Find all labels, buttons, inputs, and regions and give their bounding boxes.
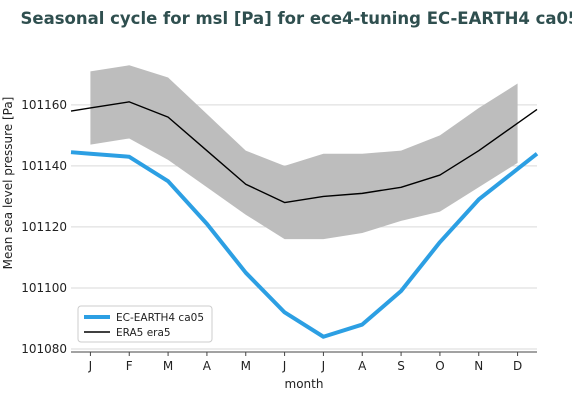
- y-tick-label: 101080: [21, 342, 67, 356]
- x-tick-label: D: [513, 359, 522, 373]
- x-tick-label: J: [321, 359, 326, 373]
- y-axis-label: Mean sea level pressure [Pa]: [1, 97, 15, 270]
- legend-label-1: EC-EARTH4 ca05: [116, 312, 204, 324]
- x-axis-label: month: [285, 377, 324, 391]
- band-layer: [90, 65, 518, 240]
- y-tick-label: 101160: [21, 98, 67, 112]
- x-tick-label: M: [241, 359, 251, 373]
- x-tick-label: O: [435, 359, 444, 373]
- y-tick-label: 101140: [21, 159, 67, 173]
- series-line-2: [70, 101, 538, 204]
- x-tick-label: M: [163, 359, 173, 373]
- x-tick-label: A: [203, 359, 212, 373]
- range-band: [90, 65, 518, 240]
- legend-label-2: ERA5 era5: [116, 327, 171, 339]
- series-line-1: [70, 150, 539, 339]
- x-tick-label: J: [282, 359, 287, 373]
- x-tick-label: F: [126, 359, 133, 373]
- chart-title: Seasonal cycle for msl [Pa] for ece4-tun…: [21, 9, 572, 28]
- x-tick-label: J: [88, 359, 93, 373]
- y-tick-label: 101100: [21, 281, 67, 295]
- x-tick-label: S: [397, 359, 405, 373]
- y-tick-label: 101120: [21, 220, 67, 234]
- legend: EC-EARTH4 ca05 ERA5 era5: [77, 305, 213, 343]
- x-tick-label: N: [474, 359, 483, 373]
- axes-layer: 101080 101100 101120 101140 101160 J F M A M J J A S O…: [21, 98, 537, 373]
- legend-box: [77, 305, 213, 343]
- series-layer: [70, 101, 539, 339]
- x-tick-label: A: [358, 359, 367, 373]
